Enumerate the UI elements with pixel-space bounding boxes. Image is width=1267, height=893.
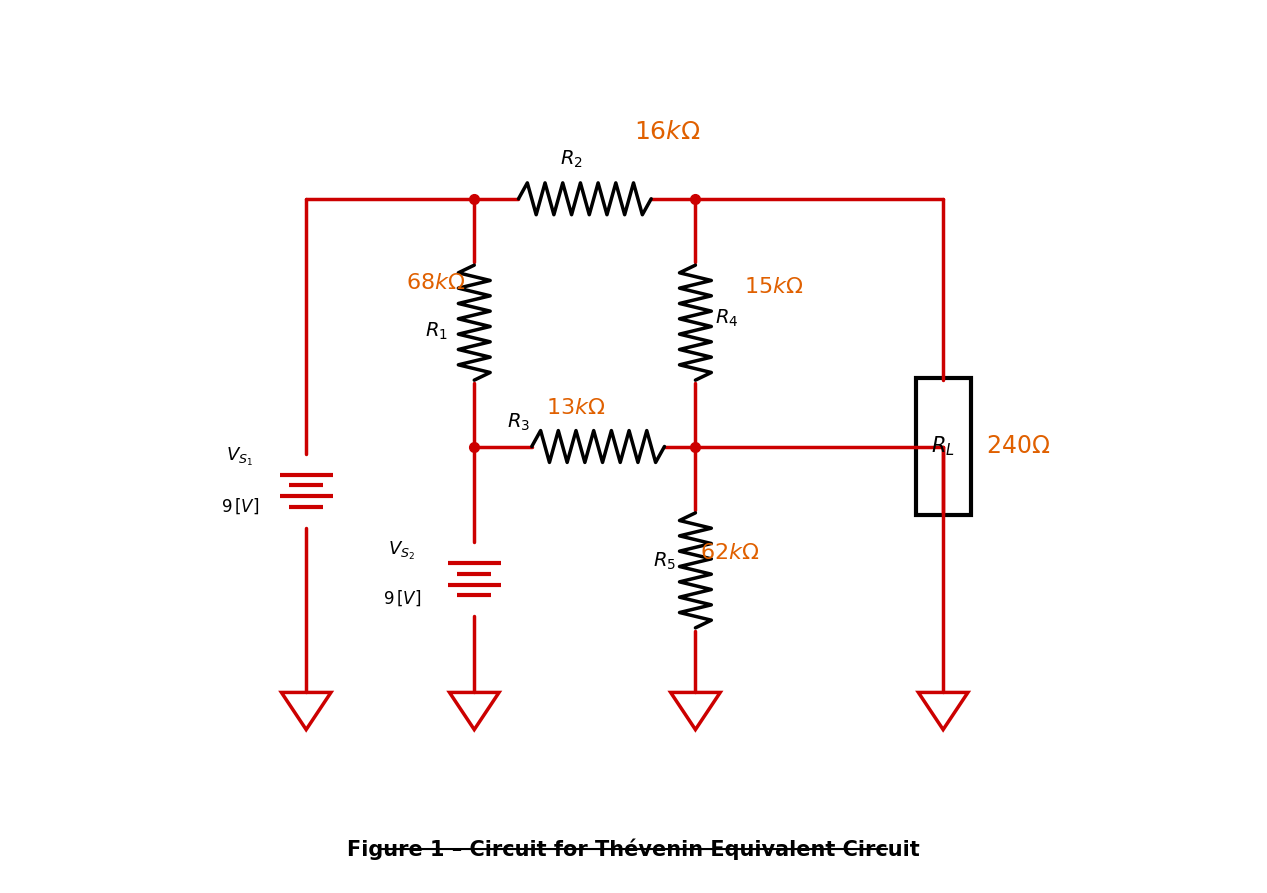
Text: $V_{S_1}$: $V_{S_1}$ (227, 446, 253, 468)
Text: $R_2$: $R_2$ (560, 149, 583, 171)
Text: Figure 1 – Circuit for Thévenin Equivalent Circuit: Figure 1 – Circuit for Thévenin Equivale… (347, 839, 920, 860)
Text: $62k\Omega$: $62k\Omega$ (699, 543, 759, 563)
Bar (916, 378, 971, 515)
Text: $9\,[V]$: $9\,[V]$ (220, 497, 258, 516)
Text: $R_4$: $R_4$ (715, 307, 739, 329)
Text: $R_3$: $R_3$ (507, 412, 530, 433)
Text: $R_1$: $R_1$ (424, 321, 447, 342)
Text: $V_{S_2}$: $V_{S_2}$ (388, 540, 416, 562)
Text: $13k\Omega$: $13k\Omega$ (546, 398, 606, 418)
Text: $16k\Omega$: $16k\Omega$ (634, 120, 701, 144)
Text: $R_5$: $R_5$ (653, 551, 677, 572)
Text: $R_L$: $R_L$ (931, 435, 955, 458)
Text: $68k\Omega$: $68k\Omega$ (407, 273, 465, 293)
Text: $9\,[V]$: $9\,[V]$ (383, 588, 421, 608)
Text: $240\Omega$: $240\Omega$ (986, 435, 1050, 458)
Text: $15k\Omega$: $15k\Omega$ (744, 277, 803, 297)
